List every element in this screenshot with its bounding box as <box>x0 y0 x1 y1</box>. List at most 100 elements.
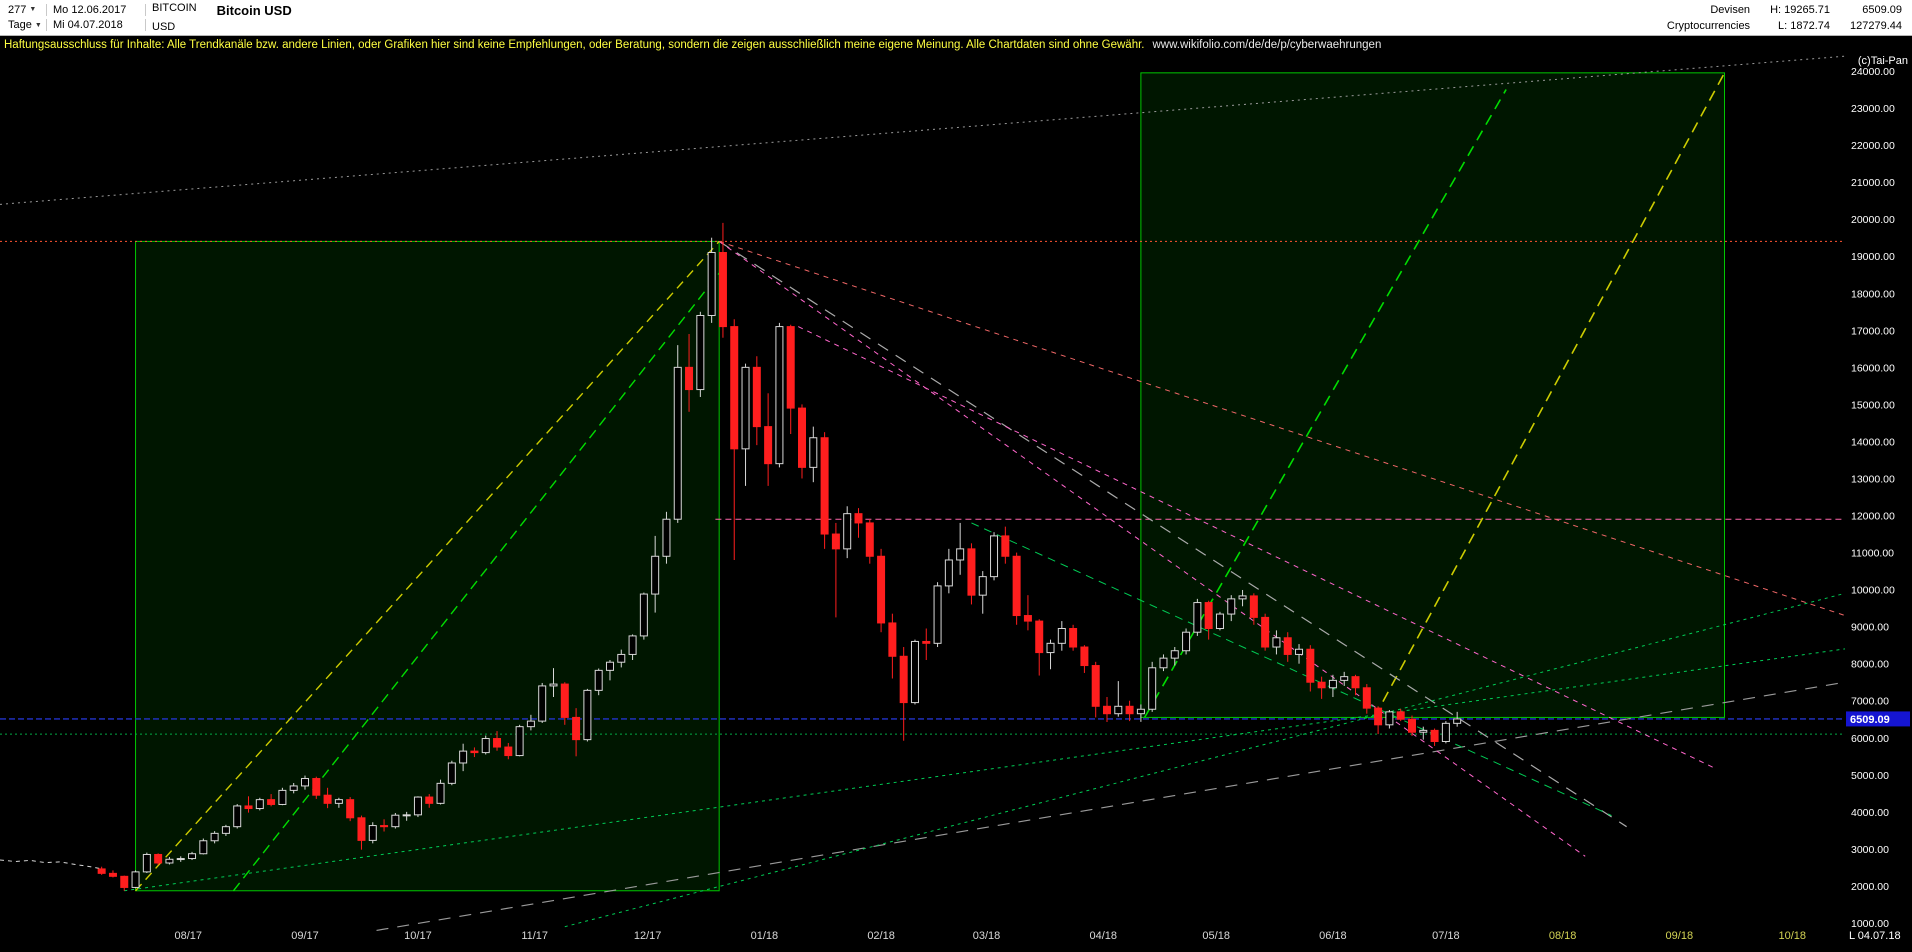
candle <box>922 640 931 644</box>
candle <box>865 522 874 557</box>
candle <box>1306 648 1315 683</box>
candle <box>685 366 694 391</box>
candle <box>1046 642 1055 654</box>
gray-channel-top <box>0 55 1846 205</box>
candle <box>120 875 129 888</box>
bars-count-dropdown[interactable]: 277 ▼ <box>4 3 47 16</box>
candle <box>1012 555 1021 617</box>
candle <box>1170 650 1179 659</box>
chevron-down-icon: ▼ <box>34 21 42 29</box>
candle <box>526 720 535 728</box>
month-axis-label: 07/18 <box>1432 930 1460 942</box>
candle <box>899 655 908 704</box>
current-price-tag <box>1846 711 1910 727</box>
gray-downtrend <box>718 240 1627 828</box>
volume-value: 127279.44 <box>1850 20 1902 32</box>
candle <box>764 426 773 465</box>
end-date: Mi 04.07.2018 <box>47 19 146 32</box>
candle <box>1261 616 1270 648</box>
candle <box>831 533 840 550</box>
candle <box>673 366 682 520</box>
candle <box>572 716 581 741</box>
bars-count-value: 277 <box>8 3 27 16</box>
candle <box>493 738 502 748</box>
candle <box>413 796 422 816</box>
candle <box>617 653 626 663</box>
candle <box>255 799 264 810</box>
candlestick-canvas[interactable]: 1000.00 2000.00 3000.00 4000.00 5000.00 6000.… <box>0 53 1912 952</box>
candle <box>221 826 230 834</box>
candle <box>560 683 569 718</box>
candle <box>1441 722 1450 742</box>
price-axis-label: 19000.00 <box>1851 251 1895 263</box>
price-axis-label: 23000.00 <box>1851 103 1895 115</box>
candle <box>1374 707 1383 726</box>
candle <box>1080 646 1089 667</box>
chevron-down-icon: ▼ <box>29 6 37 14</box>
candle <box>1430 729 1439 742</box>
candle <box>1069 628 1078 648</box>
candle <box>910 640 919 704</box>
candle <box>628 635 637 655</box>
candle <box>1091 665 1100 707</box>
candle <box>594 669 603 691</box>
price-axis-label: 9000.00 <box>1851 622 1889 634</box>
candle <box>380 825 389 828</box>
month-axis-label: 05/18 <box>1202 930 1230 942</box>
category-sector: Cryptocurrencies <box>1666 20 1751 32</box>
candle <box>1396 711 1405 720</box>
symbol-column: BITCOIN USD <box>146 0 203 35</box>
price-axis-label: 1000.00 <box>1851 918 1889 930</box>
candle <box>504 746 513 757</box>
category-column: Devisen Cryptocurrencies <box>1657 0 1760 35</box>
price-axis-label: 10000.00 <box>1851 585 1895 597</box>
timeframe-dropdown[interactable]: Tage ▼ <box>4 19 47 32</box>
start-date: Mo 12.06.2017 <box>47 3 146 16</box>
candle <box>154 853 163 864</box>
candle <box>696 314 705 391</box>
price-axis-label: 20000.00 <box>1851 214 1895 226</box>
candle <box>210 832 219 842</box>
candle <box>515 726 524 757</box>
price-axis-label: 18000.00 <box>1851 288 1895 300</box>
last-price-value: 6509.09 <box>1862 4 1902 16</box>
candle <box>820 437 829 535</box>
candle <box>1193 602 1202 633</box>
pink-downtrend-1 <box>718 240 1586 857</box>
candle <box>357 817 366 841</box>
copyright-watermark: (c)Tai-Pan <box>1858 55 1908 67</box>
candle <box>798 407 807 468</box>
projection-green-steep <box>1143 89 1507 718</box>
wikifolio-link[interactable]: www.wikifolio.com/de/de/p/cyberwaehrunge… <box>1152 38 1382 51</box>
candle <box>1249 595 1258 618</box>
candle <box>583 689 592 741</box>
candle <box>131 871 140 888</box>
category-market: Devisen <box>1710 4 1751 16</box>
timeframe-value: Tage <box>8 19 32 32</box>
month-axis-label: 10/17 <box>404 930 432 942</box>
price-axis-label: 22000.00 <box>1851 140 1895 152</box>
candle <box>944 559 953 587</box>
trend-2017-yellow <box>135 240 720 892</box>
month-axis-label: 09/18 <box>1666 930 1694 942</box>
candle <box>1317 681 1326 689</box>
month-axis-label: 02/18 <box>867 930 895 942</box>
candle <box>1328 679 1337 689</box>
month-axis-label: 08/17 <box>174 930 202 942</box>
candle <box>956 548 965 561</box>
disclaimer-bar: Haftungsausschluss für Inhalte: Alle Tre… <box>0 36 1912 53</box>
price-axis-label: 4000.00 <box>1851 807 1889 819</box>
price-chart[interactable]: 1000.00 2000.00 3000.00 4000.00 5000.00 6000.… <box>0 53 1912 952</box>
red-downtrend-shallow <box>719 240 1846 617</box>
candle <box>470 750 479 754</box>
month-axis-label: 01/18 <box>751 930 779 942</box>
candle <box>1419 729 1428 733</box>
candle <box>538 685 547 722</box>
month-axis-label: 03/18 <box>973 930 1001 942</box>
candle <box>718 252 727 328</box>
price-axis-label: 21000.00 <box>1851 177 1895 189</box>
candle <box>244 805 253 810</box>
candle <box>877 555 886 624</box>
candle <box>1283 637 1292 655</box>
candle <box>1204 602 1213 630</box>
